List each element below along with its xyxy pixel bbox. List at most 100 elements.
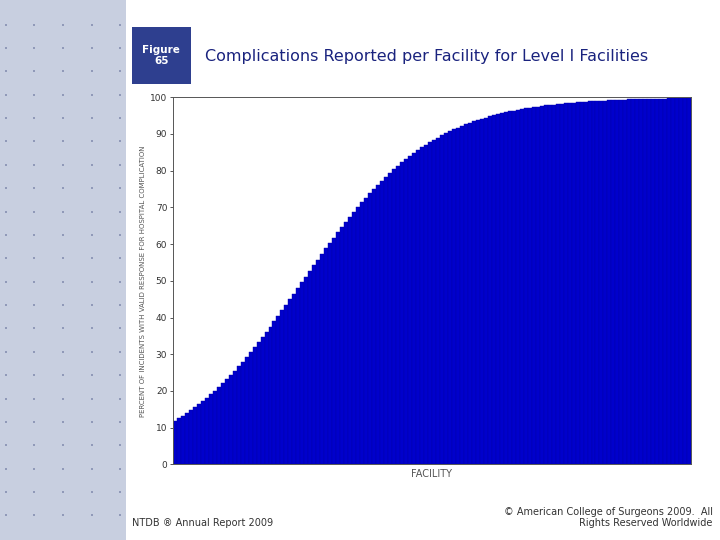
Point — [86, 417, 97, 426]
Bar — [663, 98, 667, 464]
Bar — [440, 136, 444, 464]
Bar — [276, 316, 281, 464]
Point — [58, 417, 69, 426]
Point — [86, 207, 97, 216]
Point — [0, 160, 12, 169]
Point — [114, 254, 126, 262]
Bar — [488, 116, 492, 464]
Point — [114, 441, 126, 450]
Bar — [245, 357, 248, 464]
Bar — [687, 98, 691, 464]
Bar — [368, 193, 372, 464]
Bar — [320, 254, 324, 464]
Point — [0, 301, 12, 309]
Point — [58, 324, 69, 333]
Point — [58, 488, 69, 496]
Bar — [380, 180, 384, 464]
Point — [0, 20, 12, 29]
Point — [86, 44, 97, 52]
Bar — [269, 327, 272, 464]
Bar — [364, 198, 368, 464]
Bar — [552, 105, 556, 464]
Point — [114, 114, 126, 123]
Bar — [428, 142, 432, 464]
Text: NTDB ® Annual Report 2009: NTDB ® Annual Report 2009 — [132, 518, 273, 528]
Bar — [308, 271, 312, 464]
Point — [86, 301, 97, 309]
Point — [58, 114, 69, 123]
Point — [86, 160, 97, 169]
Bar — [233, 370, 237, 464]
Bar — [344, 222, 348, 464]
Point — [58, 137, 69, 146]
Point — [0, 371, 12, 380]
Point — [29, 184, 40, 192]
Bar — [392, 169, 396, 464]
Bar — [583, 102, 588, 464]
Bar — [492, 115, 496, 464]
Bar — [436, 138, 440, 464]
Point — [86, 488, 97, 496]
Point — [29, 254, 40, 262]
Bar — [624, 100, 627, 464]
Bar — [476, 120, 480, 464]
Bar — [324, 248, 328, 464]
Bar — [496, 114, 500, 464]
Point — [86, 371, 97, 380]
Point — [114, 394, 126, 403]
Point — [0, 441, 12, 450]
Point — [58, 160, 69, 169]
Bar — [548, 105, 552, 464]
Bar — [292, 294, 297, 464]
Point — [29, 324, 40, 333]
Point — [58, 231, 69, 239]
Point — [58, 90, 69, 99]
Bar — [536, 106, 540, 464]
Point — [0, 44, 12, 52]
Bar — [516, 110, 520, 464]
Point — [86, 324, 97, 333]
Bar — [631, 99, 635, 464]
Bar — [408, 156, 412, 464]
Point — [29, 278, 40, 286]
Bar — [173, 421, 177, 464]
Bar — [468, 123, 472, 464]
Point — [0, 511, 12, 520]
Bar — [528, 108, 531, 464]
Bar — [333, 238, 336, 464]
Bar — [193, 407, 197, 464]
Bar — [189, 410, 193, 464]
Point — [86, 20, 97, 29]
Point — [86, 67, 97, 76]
Point — [114, 464, 126, 473]
Point — [58, 184, 69, 192]
Point — [114, 488, 126, 496]
Point — [0, 231, 12, 239]
Bar — [229, 375, 233, 464]
Bar — [237, 366, 240, 464]
Bar — [420, 147, 424, 464]
Point — [58, 278, 69, 286]
Point — [0, 464, 12, 473]
Bar — [655, 99, 660, 464]
Point — [114, 348, 126, 356]
Point — [29, 511, 40, 520]
Point — [0, 67, 12, 76]
Point — [86, 511, 97, 520]
Bar — [520, 109, 523, 464]
Text: Complications Reported per Facility for Level I Facilities: Complications Reported per Facility for … — [205, 49, 648, 64]
Bar — [480, 119, 484, 464]
Point — [114, 371, 126, 380]
Point — [86, 278, 97, 286]
Bar — [272, 321, 276, 464]
Point — [86, 137, 97, 146]
Bar — [556, 104, 559, 464]
Bar — [616, 100, 619, 464]
Point — [29, 90, 40, 99]
Point — [86, 90, 97, 99]
Point — [114, 231, 126, 239]
Bar — [217, 387, 220, 464]
Bar — [647, 99, 652, 464]
Point — [86, 464, 97, 473]
Bar — [384, 177, 388, 464]
